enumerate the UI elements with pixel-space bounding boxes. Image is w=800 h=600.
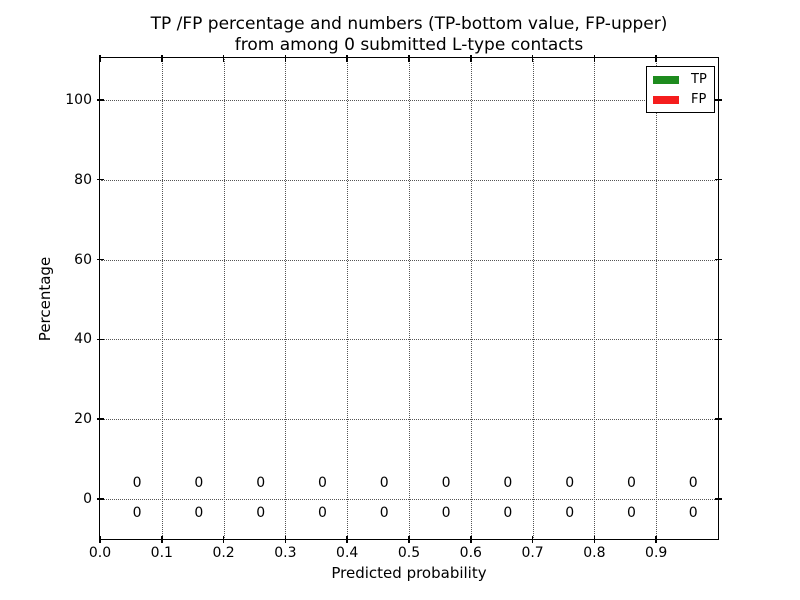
x-tick-mark: [284, 535, 287, 543]
gridline-horizontal: [101, 339, 717, 341]
gridline-vertical: [223, 59, 225, 538]
x-tick-label: 0.8: [583, 545, 606, 561]
gridline-vertical: [285, 59, 287, 538]
x-tick-label: 0.1: [150, 545, 173, 561]
legend: TP FP: [646, 66, 715, 113]
x-tick-mark: [655, 535, 657, 543]
y-tick-mark: [96, 418, 104, 420]
tp-count-label: 0: [441, 505, 451, 522]
x-tick-mark: [99, 535, 101, 543]
fp-count-label: 0: [627, 475, 636, 492]
chart-title-line1: TP /FP percentage and numbers (TP-bottom…: [150, 14, 668, 34]
y-tick-mark-right: [714, 178, 722, 181]
fp-count-label: 0: [194, 475, 204, 492]
y-tick-label: 100: [65, 91, 92, 108]
tp-count-label: 0: [132, 505, 142, 522]
tp-count-label: 0: [688, 505, 698, 522]
tp-count-label: 0: [565, 505, 575, 522]
y-tick-mark-right: [714, 418, 722, 420]
y-tick-mark-right: [714, 498, 722, 500]
y-tick-mark: [96, 498, 104, 500]
legend-item-label: TP: [691, 72, 707, 87]
fp-count-label: 0: [256, 475, 266, 492]
x-tick-mark-top: [408, 54, 410, 62]
y-tick-label: 80: [74, 171, 92, 188]
y-tick-mark: [96, 258, 104, 261]
x-tick-label: 0.6: [459, 545, 482, 561]
x-tick-mark-top: [161, 54, 163, 62]
x-tick-mark: [161, 535, 163, 543]
x-tick-label: 0.9: [645, 545, 668, 561]
x-tick-mark: [531, 535, 534, 543]
x-tick-label: 0.7: [521, 545, 544, 561]
tp-count-label: 0: [503, 505, 513, 522]
tp-count-label: 0: [318, 505, 327, 522]
x-tick-mark-top: [531, 54, 534, 62]
x-axis-label: Predicted probability: [331, 564, 487, 582]
y-tick-label: 20: [74, 411, 92, 428]
x-tick-label: 0.0: [88, 545, 112, 561]
x-tick-label: 0.3: [274, 545, 297, 561]
x-tick-mark: [222, 535, 225, 543]
tp-count-label: 0: [379, 505, 389, 522]
fp-count-label: 0: [379, 475, 389, 492]
x-tick-label: 0.5: [397, 545, 421, 561]
y-tick-label: 40: [74, 331, 92, 348]
x-tick-label: 0.2: [212, 545, 235, 561]
x-tick-mark: [593, 535, 596, 543]
y-tick-mark: [96, 178, 104, 181]
x-tick-mark-top: [470, 54, 472, 62]
tp-count-label: 0: [256, 505, 266, 522]
x-tick-mark-top: [593, 54, 596, 62]
legend-item-fp: FP: [647, 90, 714, 110]
tp-count-label: 0: [627, 505, 636, 522]
x-tick-mark-top: [99, 54, 101, 62]
gridline-vertical: [656, 59, 658, 538]
y-tick-label: 60: [74, 251, 92, 268]
fp-count-label: 0: [565, 475, 575, 492]
tp-count-label: 0: [194, 505, 204, 522]
y-tick-mark: [96, 99, 104, 101]
gridline-vertical: [470, 59, 472, 538]
gridline-horizontal: [101, 179, 717, 181]
legend-item-tp: TP: [647, 70, 714, 90]
fp-count-label: 0: [132, 475, 142, 492]
fp-count-label: 0: [318, 475, 327, 492]
fp-count-label: 0: [441, 475, 451, 492]
y-tick-mark-right: [714, 99, 722, 101]
x-tick-label: 0.4: [336, 545, 359, 561]
legend-swatch-fp: [653, 96, 679, 104]
gridline-horizontal: [101, 99, 717, 101]
x-tick-mark: [408, 535, 410, 543]
gridline-horizontal: [101, 259, 717, 261]
y-tick-label: 0: [83, 491, 92, 508]
y-tick-mark: [96, 338, 104, 341]
gridline-vertical: [409, 59, 410, 538]
legend-swatch-tp: [653, 76, 679, 84]
y-tick-mark-right: [714, 258, 722, 261]
x-tick-mark-top: [222, 54, 225, 62]
chart-title-line2: from among 0 submitted L-type contacts: [234, 34, 584, 55]
gridline-vertical: [532, 59, 534, 538]
gridline-horizontal: [101, 419, 717, 421]
x-tick-mark-top: [284, 54, 287, 62]
y-tick-mark-right: [714, 338, 722, 341]
x-tick-mark-top: [655, 54, 657, 62]
chart-title: TP /FP percentage and numbers (TP-bottom…: [9, 14, 800, 55]
gridline-vertical: [347, 59, 349, 538]
legend-item-label: FP: [691, 92, 707, 107]
gridline-vertical: [161, 59, 163, 538]
gridline-horizontal: [101, 499, 717, 501]
fp-count-label: 0: [503, 475, 513, 492]
x-tick-mark: [470, 535, 472, 543]
x-tick-mark-top: [346, 54, 348, 62]
y-axis-label: Percentage: [36, 256, 54, 342]
fp-count-label: 0: [688, 475, 698, 492]
gridline-vertical: [594, 59, 596, 538]
x-tick-mark: [346, 535, 348, 543]
